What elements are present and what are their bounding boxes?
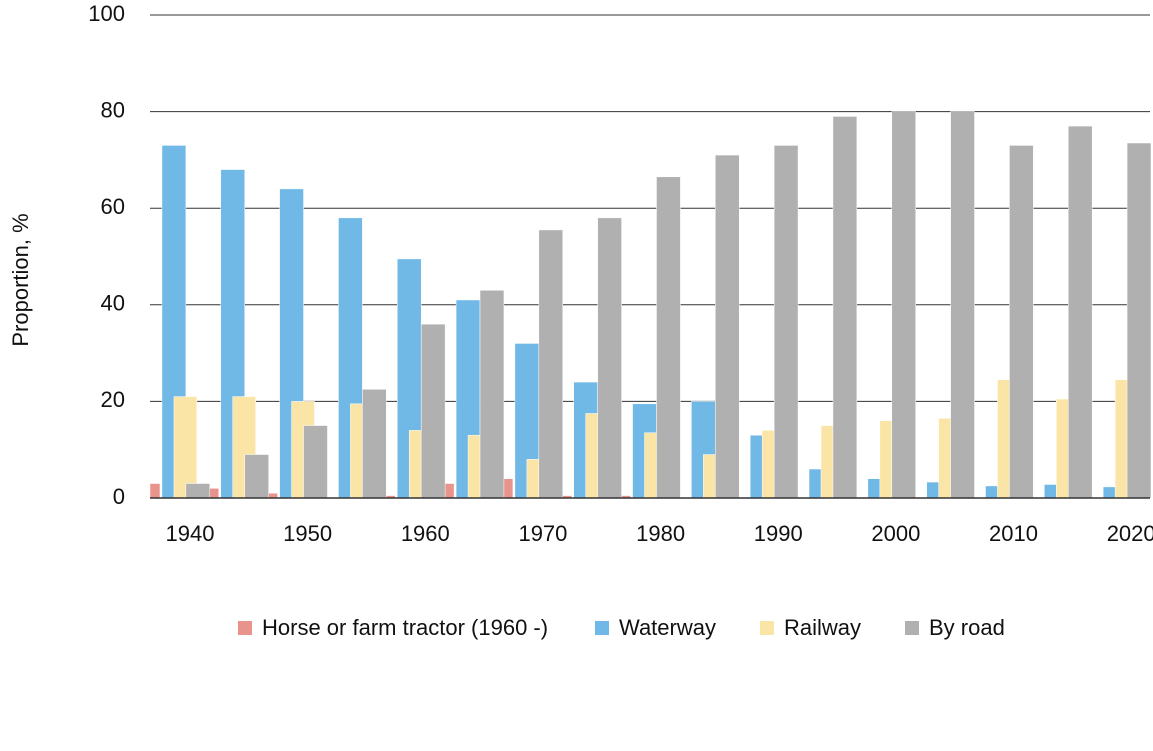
x-tick-label: 2010 [989, 521, 1038, 546]
bar [362, 389, 387, 499]
bar [773, 145, 799, 499]
y-axis-label: Proportion, % [8, 213, 33, 346]
bar [538, 229, 564, 499]
bar [420, 323, 446, 499]
y-tick-label: 80 [101, 97, 125, 122]
y-tick-label: 0 [113, 484, 125, 509]
bar [173, 396, 198, 499]
legend-label: Waterway [619, 615, 716, 640]
bar [1126, 142, 1152, 499]
bar [1009, 145, 1034, 499]
legend-label: Horse or farm tractor (1960 -) [262, 615, 548, 640]
legend-swatch [760, 621, 774, 635]
bar [479, 290, 505, 499]
legend-label: Railway [784, 615, 861, 640]
bar [656, 176, 681, 499]
bar [950, 111, 975, 499]
bar [891, 111, 916, 499]
legend-swatch [238, 621, 252, 635]
x-tick-label: 1980 [636, 521, 685, 546]
bar [1067, 125, 1093, 499]
x-tick-label: 2020 [1107, 521, 1153, 546]
legend-label: By road [929, 615, 1005, 640]
x-tick-label: 1950 [283, 521, 332, 546]
bar [597, 217, 622, 499]
bar [244, 454, 269, 499]
x-tick-label: 1940 [166, 521, 215, 546]
legend-swatch [595, 621, 609, 635]
legend-swatch [905, 621, 919, 635]
y-tick-label: 40 [101, 291, 125, 316]
bar [303, 425, 328, 499]
bar [502, 478, 514, 499]
bar [832, 116, 858, 499]
x-tick-label: 2000 [871, 521, 920, 546]
bar [208, 488, 220, 499]
y-tick-label: 20 [101, 387, 125, 412]
x-tick-label: 1970 [518, 521, 567, 546]
y-tick-label: 60 [101, 194, 125, 219]
bar [715, 154, 740, 499]
x-tick-label: 1990 [754, 521, 803, 546]
bar [185, 483, 211, 499]
y-tick-label: 100 [88, 1, 125, 26]
bar [149, 483, 161, 499]
x-tick-label: 1960 [401, 521, 450, 546]
bar [443, 483, 455, 499]
